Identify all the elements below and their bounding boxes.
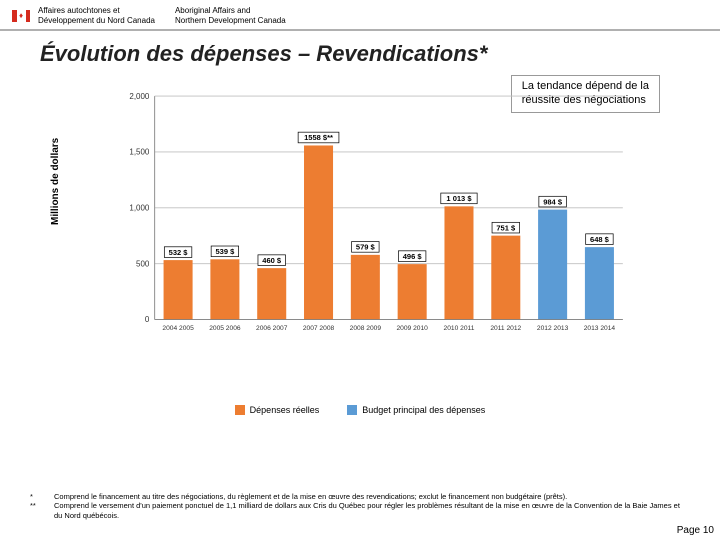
legend-label: Dépenses réelles <box>250 405 320 415</box>
svg-text:1 013 $: 1 013 $ <box>446 194 472 203</box>
chart-svg: 532 $ 539 $ 460 $ 1558 $** 579 $ 496 $ 1 013 $… <box>98 89 660 355</box>
legend-swatch <box>235 405 245 415</box>
svg-text:2012 2013: 2012 2013 <box>537 325 569 332</box>
svg-text:2005 2006: 2005 2006 <box>209 325 241 332</box>
svg-text:0: 0 <box>145 315 150 324</box>
svg-text:2007 2008: 2007 2008 <box>303 325 335 332</box>
legend-item-budget: Budget principal des dépenses <box>347 405 485 415</box>
svg-text:539 $: 539 $ <box>215 247 235 256</box>
page-number: Page 10 <box>677 525 714 536</box>
legend-label: Budget principal des dépenses <box>362 405 485 415</box>
footnote-text: Comprend le financement au titre des nég… <box>54 492 567 501</box>
legend-item-real: Dépenses réelles <box>235 405 320 415</box>
svg-text:2004 2005: 2004 2005 <box>162 325 194 332</box>
svg-text:2013 2014: 2013 2014 <box>584 325 616 332</box>
svg-text:1558 $**: 1558 $** <box>304 133 333 142</box>
dept-en-2: Northern Development Canada <box>175 16 286 26</box>
svg-text:2008 2009: 2008 2009 <box>350 325 382 332</box>
footnotes: * Comprend le financement au titre des n… <box>30 492 690 520</box>
dept-fr-1: Affaires autochtones et <box>38 6 155 16</box>
chart-legend: Dépenses réelles Budget principal des dé… <box>40 405 680 415</box>
y-axis-label: Millions de dollars <box>50 138 61 225</box>
svg-text:2010 2011: 2010 2011 <box>444 325 475 332</box>
footnote-mark: * <box>30 492 44 501</box>
svg-text:2009 2010: 2009 2010 <box>396 325 428 332</box>
svg-text:496 $: 496 $ <box>403 252 423 261</box>
footnote-mark: ** <box>30 501 44 520</box>
gov-header: ♦ Affaires autochtones et Développement … <box>0 0 720 25</box>
svg-text:751 $: 751 $ <box>496 223 516 232</box>
svg-text:2,000: 2,000 <box>129 92 150 101</box>
svg-text:2011 2012: 2011 2012 <box>490 325 521 332</box>
legend-swatch <box>347 405 357 415</box>
dept-en-1: Aboriginal Affairs and <box>175 6 286 16</box>
expense-chart: La tendance dépend de la réussite des né… <box>40 75 680 415</box>
svg-text:460 $: 460 $ <box>262 256 282 265</box>
svg-text:500: 500 <box>136 260 150 269</box>
canada-flag-icon: ♦ <box>12 10 30 22</box>
page-title: Évolution des dépenses – Revendications* <box>0 31 720 75</box>
svg-text:648 $: 648 $ <box>590 235 610 244</box>
dept-fr-2: Développement du Nord Canada <box>38 16 155 26</box>
svg-text:1,500: 1,500 <box>129 148 150 157</box>
dept-name: Affaires autochtones et Développement du… <box>38 6 286 25</box>
svg-text:1,000: 1,000 <box>129 204 150 213</box>
svg-text:532 $: 532 $ <box>169 248 189 257</box>
footnote-text: Comprend le versement d'un paiement ponc… <box>54 501 690 520</box>
svg-text:2006 2007: 2006 2007 <box>256 325 288 332</box>
svg-text:579 $: 579 $ <box>356 243 376 252</box>
svg-text:984 $: 984 $ <box>543 197 563 206</box>
